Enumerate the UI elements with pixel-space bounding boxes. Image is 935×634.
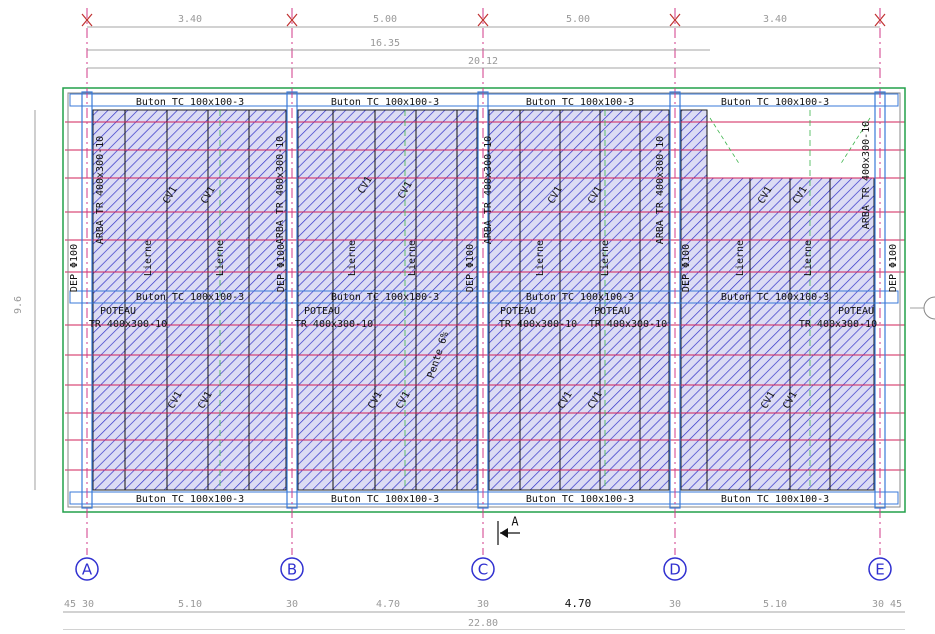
beam-label: Buton TC 100x100-3 [526,292,634,303]
dimension: 3.40 [178,14,202,25]
poteau-label: POTEAU [500,306,536,317]
beam-label: Buton TC 100x100-3 [721,292,829,303]
column-section-label: TR 400x300-10 [295,319,373,330]
arba-label: ARBA TR 400x300-10 [655,136,666,244]
axis-label: B [287,561,297,579]
axis-label: C [478,561,488,579]
dimension: 3.40 [763,14,787,25]
dimension: 45 [890,599,902,610]
poteau-label: POTEAU [304,306,340,317]
dimension: 30 [82,599,94,610]
dimension: 45 [64,599,76,610]
dimension: 20.12 [468,56,498,67]
axis-label: A [82,561,93,579]
column-section-label: TR 400x300-10 [89,319,167,330]
arba-label: ARBA TR 400x300-10 [275,136,286,244]
dimension: 5.00 [566,14,590,25]
dimension: 9.6 [13,296,24,314]
poteau-label: POTEAU [100,306,136,317]
lierne-label: Lierne [735,240,746,276]
dimension: 4.70 [565,597,592,610]
dimension: 5.10 [763,599,787,610]
beam-label: Buton TC 100x100-3 [136,494,244,505]
dep-label: DEP Φ100 [888,244,899,292]
dep-label: DEP Φ100 [69,244,80,292]
beam-label: Buton TC 100x100-3 [526,97,634,108]
lierne-label: Lierne [215,240,226,276]
dimension: 30 [669,599,681,610]
dimension: 16.35 [370,38,400,49]
dimension: 4.70 [376,599,400,610]
lierne-label: Lierne [143,240,154,276]
section-label: A [511,515,519,529]
arba-label: ARBA TR 400x300-10 [483,136,494,244]
beam-label: Buton TC 100x100-3 [136,97,244,108]
beam-label: Buton TC 100x100-3 [136,292,244,303]
dep-label: DEP Φ100 [465,244,476,292]
lierne-label: Lierne [803,240,814,276]
axis-label: E [875,561,884,579]
dimension: 5.00 [373,14,397,25]
dimension: 30 [872,599,884,610]
dimension: 30 [477,599,489,610]
column-section-label: TR 400x300-10 [589,319,667,330]
dimension: 5.10 [178,599,202,610]
beam-label: Buton TC 100x100-3 [331,97,439,108]
dep-label: DEP Φ100 [276,244,287,292]
column-section-label: TR 400x300-10 [799,319,877,330]
lierne-label: Lierne [600,240,611,276]
dimension: 30 [286,599,298,610]
lierne-label: Lierne [535,240,546,276]
dep-label: DEP Φ100 [681,244,692,292]
beam-label: Buton TC 100x100-3 [526,494,634,505]
drawing: A B C D E 3.40 5.00 5.00 3.40 16.35 20.12 9.6 45 30 5.… [0,0,935,630]
lierne-label: Lierne [407,240,418,276]
dimension: 22.80 [468,618,498,629]
poteau-label: POTEAU [594,306,630,317]
column-section-label: TR 400x300-10 [499,319,577,330]
arba-label: ARBA TR 400x300-10 [861,121,872,229]
beam-label: Buton TC 100x100-3 [721,494,829,505]
beam-label: Buton TC 100x100-3 [331,494,439,505]
beam-label: Buton TC 100x100-3 [331,292,439,303]
poteau-label: POTEAU [838,306,874,317]
axis-label: D [669,561,681,579]
beam-label: Buton TC 100x100-3 [721,97,829,108]
lierne-label: Lierne [347,240,358,276]
arba-label: ARBA TR 400x300-10 [95,136,106,244]
